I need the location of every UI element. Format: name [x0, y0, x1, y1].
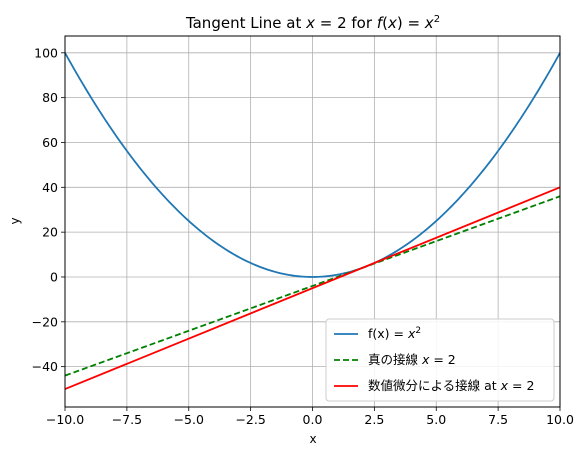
y-tick-label: 60 [42, 135, 58, 150]
y-tick-label: 40 [42, 180, 58, 195]
x-tick-label: −2.5 [235, 412, 265, 427]
x-tick-label: 5.0 [426, 412, 446, 427]
y-tick-label: 0 [50, 269, 58, 284]
y-tick-label: −20 [32, 314, 58, 329]
x-tick-label: −5.0 [174, 412, 204, 427]
x-tick-label: −10.0 [46, 412, 84, 427]
y-tick-label: −40 [32, 359, 58, 374]
legend-box [325, 318, 555, 402]
x-tick-label: −7.5 [112, 412, 142, 427]
y-axis-label: y [8, 217, 22, 224]
x-axis-label: x [309, 432, 316, 446]
chart-title: Tangent Line at x = 2 for f(x) = x2 [185, 14, 440, 32]
y-tick-label: 80 [42, 90, 58, 105]
x-tick-label: 10.0 [546, 412, 574, 427]
series-numerical-tangent [64, 186, 561, 390]
series-layer [64, 52, 561, 390]
legend-label-curve: f(x) = x2 [368, 326, 421, 341]
ticks: −10.0 −7.5 −5.0 −2.5 0.0 2.5 5.0 7.5 10.0 −40 −20 0… [32, 45, 574, 427]
series-curve-x-squared [64, 52, 561, 278]
y-tick-label: 20 [42, 225, 58, 240]
x-tick-label: 0.0 [303, 412, 323, 427]
x-tick-label: 7.5 [488, 412, 508, 427]
x-tick-label: 2.5 [364, 412, 384, 427]
y-tick-label: 100 [34, 45, 58, 60]
legend-label-true-tangent: 真の接線 x = 2 [368, 352, 456, 367]
legend: f(x) = x2 真の接線 x = 2 数値微分による接線 at x = 2 [325, 318, 555, 402]
series-true-tangent [64, 195, 561, 377]
legend-label-numerical-tangent: 数値微分による接線 at x = 2 [368, 378, 534, 393]
